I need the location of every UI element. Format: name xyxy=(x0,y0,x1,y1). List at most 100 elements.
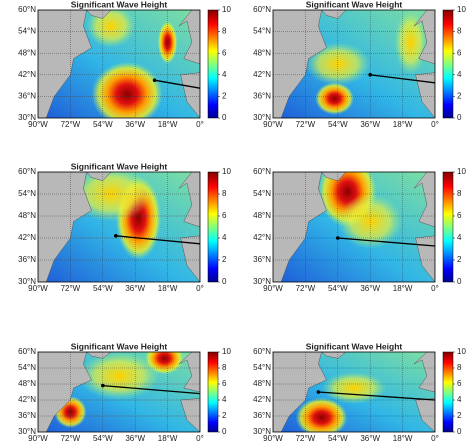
track-point xyxy=(336,236,340,240)
lat-label: 36°N xyxy=(253,411,271,420)
lat-label: 42°N xyxy=(253,395,271,404)
map-panel: Significant Wave Height 60°N 54°N 48°N 42°N 3… xyxy=(18,341,231,443)
lon-label: 72°W xyxy=(296,434,316,443)
wave-field xyxy=(321,372,387,404)
lat-label: 60°N xyxy=(253,347,271,356)
lon-label: 72°W xyxy=(61,284,81,293)
colorbar xyxy=(442,351,454,433)
lat-label: 42°N xyxy=(18,70,36,79)
colorbar-tick-label: 8 xyxy=(457,189,462,198)
lon-label: 36°W xyxy=(360,284,380,293)
land xyxy=(273,172,327,282)
map-panel: Significant Wave Height 60°N 54°N 48°N 42°N 3… xyxy=(18,161,231,293)
track-point xyxy=(113,234,118,238)
land xyxy=(38,172,92,282)
colorbar-tick-label: 4 xyxy=(457,70,462,79)
map-frame xyxy=(272,171,436,283)
colorbar-tick-label: 6 xyxy=(222,211,227,220)
lat-label: 36°N xyxy=(18,255,36,264)
lat-label: 48°N xyxy=(18,379,36,388)
wave-field xyxy=(91,61,163,118)
lon-label: 54°W xyxy=(328,434,348,443)
lat-label: 60°N xyxy=(18,5,36,14)
lat-label: 54°N xyxy=(18,363,36,372)
colorbar-tick-label: 8 xyxy=(222,27,227,36)
map-frame xyxy=(272,9,436,119)
lon-label: 90°W xyxy=(263,434,283,443)
lat-label: 36°N xyxy=(253,92,271,101)
lat-label: 42°N xyxy=(253,233,271,242)
lon-label: 0° xyxy=(196,284,204,293)
colorbar xyxy=(207,9,219,119)
lat-label: 60°N xyxy=(253,167,271,176)
colorbar-tick-label: 2 xyxy=(457,92,462,101)
lon-label: 36°W xyxy=(360,434,380,443)
colorbar-tick-label: 8 xyxy=(457,27,462,36)
land xyxy=(180,72,200,118)
lat-label: 30°N xyxy=(253,113,271,122)
wave-field xyxy=(337,194,403,249)
track-point xyxy=(316,390,321,394)
land xyxy=(413,172,435,228)
lon-label: 36°W xyxy=(125,120,145,129)
land xyxy=(180,235,200,282)
colorbar-tick-label: 6 xyxy=(222,379,227,388)
lat-label: 42°N xyxy=(18,233,36,242)
colorbar-tick-label: 0 xyxy=(222,113,227,122)
land xyxy=(38,352,92,432)
lat-label: 30°N xyxy=(18,427,36,436)
panel-title: Significant Wave Height xyxy=(71,0,168,9)
land xyxy=(415,235,435,282)
lon-label: 90°W xyxy=(28,120,48,129)
colorbar-tick-label: 10 xyxy=(222,347,231,356)
colorbar xyxy=(442,171,454,283)
lon-label: 36°W xyxy=(360,120,380,129)
lat-label: 36°N xyxy=(253,255,271,264)
track xyxy=(115,235,200,245)
lon-label: 72°W xyxy=(296,120,316,129)
colorbar-tick-label: 10 xyxy=(457,167,466,176)
colorbar-tick-label: 0 xyxy=(222,277,227,286)
lon-label: 18°W xyxy=(393,120,413,129)
map-panel: Significant Wave Height 60°N 54°N 48°N 42°N 3… xyxy=(18,0,231,129)
lon-label: 0° xyxy=(196,120,204,129)
map-field xyxy=(38,10,200,118)
panel-title: Significant Wave Height xyxy=(306,0,403,9)
track xyxy=(337,237,435,247)
lon-label: 0° xyxy=(431,120,439,129)
colorbar-tick-label: 4 xyxy=(222,395,227,404)
colorbar-tick-label: 2 xyxy=(222,411,227,420)
colorbar-tick-label: 8 xyxy=(222,363,227,372)
lon-label: 72°W xyxy=(61,434,81,443)
map-panel: 60°N 54°N 48°N 42°N 36°N 30°N90°W 72°W 54°W 36°W… xyxy=(253,167,466,293)
lon-label: 54°W xyxy=(328,120,348,129)
colorbar-tick-label: 4 xyxy=(457,395,462,404)
colorbar-tick-label: 0 xyxy=(457,113,462,122)
lat-label: 42°N xyxy=(18,395,36,404)
lat-label: 60°N xyxy=(253,5,271,14)
lon-label: 18°W xyxy=(158,434,178,443)
lat-label: 54°N xyxy=(253,363,271,372)
land xyxy=(178,10,200,65)
map-panel: Significant Wave Height 60°N 54°N 48°N 42°N 3… xyxy=(253,0,466,129)
colorbar-tick-label: 2 xyxy=(457,411,462,420)
map-frame xyxy=(272,351,436,433)
lon-label: 0° xyxy=(196,434,204,443)
colorbar-tick-label: 4 xyxy=(457,233,462,242)
colorbar-tick-label: 2 xyxy=(222,255,227,264)
lon-label: 18°W xyxy=(393,434,413,443)
lon-label: 90°W xyxy=(263,284,283,293)
colorbar-tick-label: 10 xyxy=(457,347,466,356)
lat-label: 30°N xyxy=(18,277,36,286)
map-field xyxy=(38,172,200,282)
lat-label: 60°N xyxy=(18,167,36,176)
wave-field xyxy=(78,352,160,400)
map-frame xyxy=(37,9,201,119)
lon-label: 0° xyxy=(431,284,439,293)
track-point xyxy=(368,73,373,77)
lat-label: 48°N xyxy=(18,211,36,220)
land xyxy=(415,72,435,118)
map-frame xyxy=(37,171,201,283)
colorbar-tick-label: 4 xyxy=(222,233,227,242)
